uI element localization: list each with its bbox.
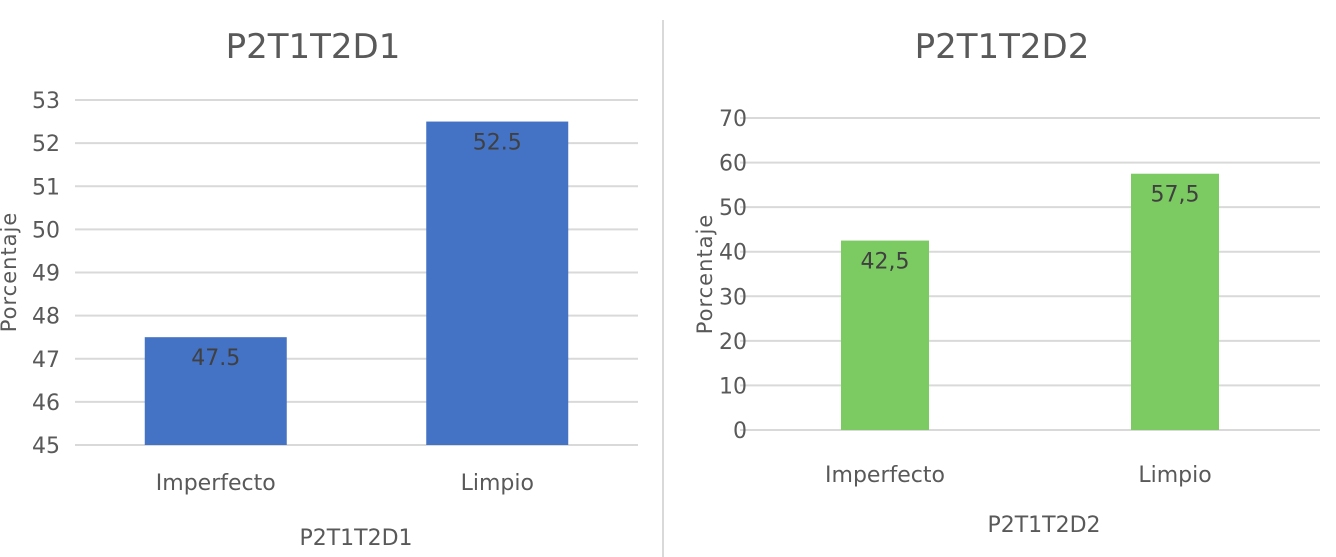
x-tick-label: Imperfecto: [825, 463, 945, 488]
y-tick-label: 47: [32, 348, 60, 373]
y-tick-label: 40: [719, 241, 747, 266]
data-label: 42,5: [861, 250, 910, 275]
y-tick-label: 70: [719, 107, 747, 132]
y-tick-label: 53: [32, 89, 60, 114]
x-tick-label: Limpio: [1138, 463, 1211, 488]
y-tick-label: 30: [719, 285, 747, 310]
chart-title: P2T1T2D2: [915, 27, 1090, 67]
x-tick-label: Limpio: [461, 471, 534, 496]
y-tick-label: 49: [32, 262, 60, 287]
x-axis-title: P2T1T2D2: [987, 513, 1100, 538]
chart-p2t1t2d2: P2T1T2D2 0 10 20 30 40 50 60 70 42,5 Imperfecto 57,…: [693, 27, 1320, 538]
y-tick-label: 0: [733, 419, 747, 444]
y-tick-label: 60: [719, 152, 747, 177]
y-axis-title: Porcentaje: [693, 214, 717, 335]
x-tick-label: Imperfecto: [156, 471, 276, 496]
y-tick-label: 51: [32, 175, 60, 200]
y-tick-label: 45: [32, 434, 60, 459]
y-tick-label: 50: [32, 218, 60, 243]
chart-title: P2T1T2D1: [226, 27, 401, 67]
y-tick-label: 20: [719, 330, 747, 355]
y-axis-title: Porcentaje: [0, 212, 21, 333]
data-label: 47.5: [191, 346, 240, 371]
bar-limpio: [426, 121, 569, 445]
bar-imperfecto: [144, 337, 287, 445]
data-label: 52.5: [473, 131, 522, 156]
data-label: 57,5: [1151, 183, 1200, 208]
bar-imperfecto: [841, 240, 929, 430]
y-tick-label: 52: [32, 132, 60, 157]
bar-limpio: [1131, 173, 1219, 430]
y-tick-label: 46: [32, 391, 60, 416]
chart-p2t1t2d1: P2T1T2D1 45 46 47 48 49 50 51 52 53 47.5 Imperfecto…: [0, 27, 638, 551]
x-axis-title: P2T1T2D1: [299, 526, 412, 551]
y-tick-label: 50: [719, 196, 747, 221]
y-tick-label: 10: [719, 374, 747, 399]
y-tick-label: 48: [32, 305, 60, 330]
